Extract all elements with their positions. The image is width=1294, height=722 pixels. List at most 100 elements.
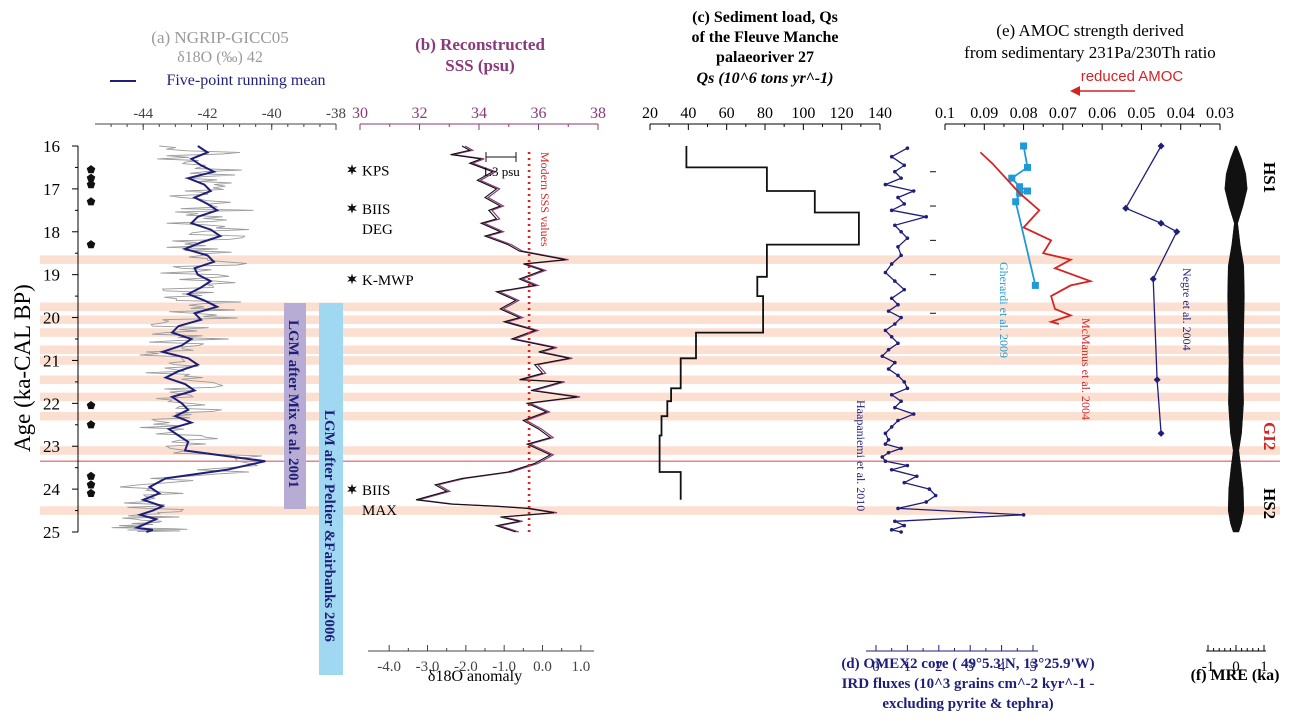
panel-c-title-1: (c) Sediment load, Qs: [692, 9, 838, 26]
panel-b-sss-tick-label: 30: [352, 105, 368, 122]
panel-c-tick-label: 20: [642, 105, 658, 122]
panel-b-anomaly-tick-label: 0.0: [533, 659, 552, 675]
panel-e-tick-label: 0.09: [970, 105, 998, 122]
ird-point: [899, 530, 903, 534]
event-marker-pentagon: [86, 173, 96, 182]
ird-point: [893, 322, 897, 326]
hs2-label: HS2: [1260, 488, 1279, 519]
ird-point: [889, 154, 894, 159]
ird-point: [899, 253, 903, 258]
ird-point: [905, 236, 910, 241]
gherardi-point: [1024, 187, 1031, 195]
event-marker-pentagon: [86, 480, 96, 489]
panel-f-tick-label: 0: [1232, 659, 1240, 675]
panel-d-label-1: (d) OMEX2 core ( 49°5.3'N, 13°25.9'W): [841, 656, 1095, 672]
panel-c-title-4: Qs (10^6 tons yr^-1): [696, 70, 834, 87]
negre-point: [1149, 275, 1157, 283]
panel-f-tick-label: 1: [1260, 659, 1268, 675]
ird-point: [883, 182, 888, 187]
panel-b-anomaly-tick-label: -1.0: [492, 659, 516, 675]
panel-c-tick-label: 120: [830, 105, 854, 122]
panel-b-sss-tick-label: 32: [412, 105, 428, 122]
chart-marks: Modern SSS values 1.3 psu KPS BIIS DEG K-MWP B…: [86, 80, 1279, 642]
event-label: BIIS: [362, 483, 390, 499]
stadial-band: [40, 345, 1280, 355]
ird-point: [889, 528, 894, 532]
panel-f-tick-label: -1: [1202, 659, 1215, 675]
lgm-peltier-label: LGM after Peltier &Fairbanks 2006: [321, 410, 337, 642]
ird-point: [1021, 513, 1026, 517]
event-star-icon: [347, 202, 357, 214]
ird-point: [889, 392, 894, 397]
ird-point: [899, 176, 903, 180]
panel-d-tick-label: 5: [1029, 659, 1037, 675]
ird-point: [893, 519, 897, 524]
panel-d-tick-label: 2: [935, 659, 943, 675]
gherardi-point: [1024, 163, 1031, 171]
event-label-2: MAX: [362, 503, 397, 519]
stadial-band: [40, 392, 1280, 402]
event-star-icon: [347, 164, 357, 176]
ird-point: [889, 296, 894, 301]
lgm-mix-bar: [284, 303, 306, 509]
ird-point: [902, 523, 907, 528]
panel-c-title-2: of the Fleuve Manche: [691, 29, 839, 46]
panel-e-tick-label: 0.07: [1049, 105, 1077, 122]
event-marker-pentagon: [86, 420, 96, 429]
panel-a-tick-label: -42: [197, 106, 217, 122]
event-label: BIIS: [362, 202, 390, 218]
event-marker-pentagon: [86, 471, 96, 480]
ird-point: [893, 279, 897, 283]
ird-point: [886, 347, 891, 352]
ird-point: [893, 223, 897, 228]
gherardi-label: Gherardi et al. 2009: [997, 262, 1011, 358]
ird-point: [883, 431, 888, 436]
panel-e-title-2: from sedimentary 231Pa/230Th ratio: [964, 43, 1216, 62]
ird-point: [924, 214, 929, 219]
y-axis-label: Age (ka-CAL BP): [10, 284, 35, 452]
ird-point: [883, 442, 888, 446]
ird-point: [911, 412, 916, 416]
event-marker-pentagon: [86, 240, 96, 249]
panel-a-tick-label: -40: [262, 106, 282, 122]
ird-point: [902, 287, 907, 292]
lgm-bars: [284, 303, 343, 675]
negre-line: [1124, 145, 1178, 434]
modern-sss-label: Modern SSS values: [538, 152, 552, 247]
event-label: K-MWP: [362, 273, 414, 289]
negre-point: [1122, 204, 1130, 212]
panel-d-tick-label: 0: [872, 659, 880, 675]
negre-point: [1153, 376, 1161, 384]
ird-point: [889, 425, 894, 429]
panel-b-sss-tick-label: 38: [590, 105, 606, 122]
reduced-amoc-arrowhead: [1070, 86, 1080, 96]
event-label: KPS: [362, 164, 390, 180]
panel-e-tick-label: 0.1: [935, 105, 955, 122]
ird-point: [905, 146, 910, 150]
stadial-band: [40, 302, 1280, 312]
y-tick-label: 16: [43, 137, 60, 156]
mcmanus-line: [979, 151, 1094, 325]
event-marker-pentagon: [86, 165, 96, 174]
panel-e-tick-label: 0.06: [1088, 105, 1116, 122]
ird-point: [896, 418, 900, 423]
negre-point: [1157, 429, 1165, 437]
panel-c-title-3: palaeoriver 27: [716, 49, 814, 66]
panel-c-tick-label: 80: [757, 105, 773, 122]
negre-point: [1173, 228, 1181, 236]
ird-point: [880, 455, 885, 459]
panel-d-tick-label: 3: [966, 659, 974, 675]
panel-b-anomaly-tick-label: 1.0: [571, 659, 590, 675]
stadial-band: [40, 315, 1280, 324]
panel-c-tick-label: 140: [868, 105, 892, 122]
ird-point: [896, 506, 900, 511]
ird-point: [886, 367, 891, 371]
ird-point: [889, 335, 894, 339]
stadial-band: [40, 411, 1280, 421]
qs-step-line: [658, 146, 860, 500]
panel-b-anomaly-tick-label: -3.0: [416, 659, 440, 675]
panel-a-tick-label: -38: [326, 106, 346, 122]
